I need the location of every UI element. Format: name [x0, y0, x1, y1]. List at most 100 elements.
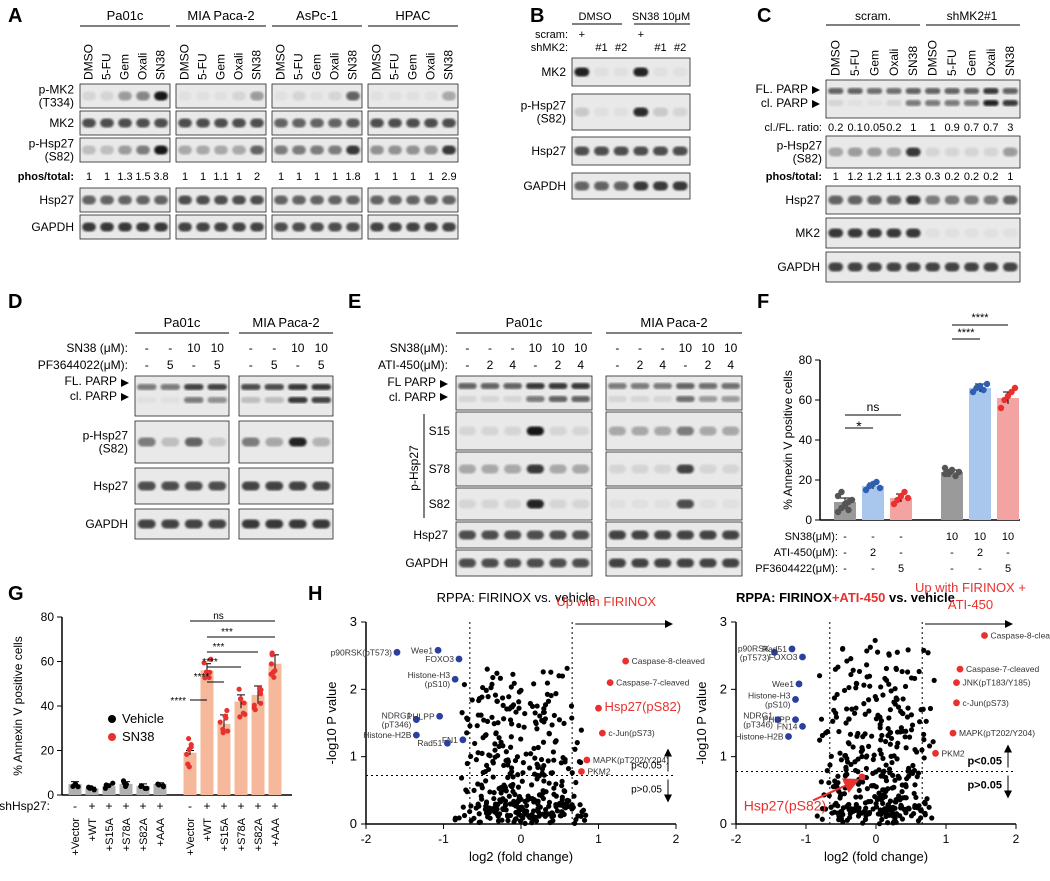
lane-header: Oxali — [136, 53, 150, 80]
data-point — [869, 783, 875, 789]
blot-band — [161, 519, 180, 529]
panel-letter-g: G — [8, 583, 24, 605]
panel-letter-c: C — [757, 5, 771, 27]
phos-ratio-value: 1 — [1007, 171, 1013, 183]
cl-ratio-value: 0.2 — [886, 122, 901, 134]
blot-band — [526, 499, 544, 509]
sh-mark: - — [73, 799, 77, 813]
blot-band — [672, 107, 688, 117]
row-label: GAPDH — [777, 260, 820, 274]
point-label-line: (pT346) — [743, 720, 773, 730]
data-point — [493, 731, 499, 737]
condition-label: SN38(μM): — [785, 531, 838, 543]
row-label: Hsp27 — [93, 479, 128, 493]
data-point — [905, 805, 912, 811]
data-point — [543, 806, 549, 813]
data-point — [864, 786, 870, 792]
data-point — [899, 789, 905, 795]
bar — [200, 670, 214, 795]
lane-header: SN38 — [906, 46, 920, 76]
data-point — [565, 766, 572, 772]
cell-line-header: Pa01c — [164, 315, 201, 330]
data-point — [487, 789, 493, 795]
blot-band — [424, 91, 438, 101]
data-point — [850, 744, 856, 750]
blot-strip — [825, 135, 1021, 169]
row-label: p-MK2 (T334) — [39, 82, 75, 109]
blot-band — [370, 91, 384, 101]
blot-band — [608, 464, 626, 474]
condition-value: 10 — [1002, 531, 1014, 543]
x-category-label: +WT — [202, 818, 214, 842]
data-point — [529, 820, 535, 826]
row-label-line: GAPDH — [31, 220, 74, 234]
data-point — [535, 744, 541, 751]
blot-strip — [134, 467, 230, 505]
blot-band — [630, 383, 650, 389]
data-point — [869, 733, 875, 739]
data-point — [883, 813, 889, 820]
data-point — [856, 668, 863, 675]
data-point — [490, 760, 496, 766]
blot-band — [1002, 147, 1018, 157]
lane-header: SN38 — [442, 50, 456, 80]
blot-strip — [367, 83, 459, 109]
labeled-point — [792, 716, 799, 724]
blot-band — [925, 88, 941, 94]
blot-band — [208, 519, 227, 529]
blot-strip — [367, 214, 459, 240]
blot-band — [232, 145, 246, 155]
blot-band — [608, 396, 627, 402]
blot-strip — [605, 521, 743, 549]
blot-band — [631, 464, 649, 474]
cl-ratio-value: 0.7 — [964, 122, 979, 134]
blot-band — [905, 262, 921, 272]
labeled-point — [622, 657, 630, 665]
legend-label-sn38: SN38 — [122, 729, 155, 744]
blot-band — [828, 195, 844, 205]
data-point — [491, 795, 497, 802]
data-point — [523, 751, 529, 757]
blot-frame — [605, 521, 743, 549]
blot-band — [828, 147, 844, 157]
data-point — [541, 709, 547, 715]
data-point — [1011, 384, 1019, 392]
data-point — [885, 725, 891, 732]
blot-band — [406, 91, 420, 101]
data-point — [924, 796, 930, 802]
blot-frame — [825, 79, 1021, 119]
lane-header: 5-FU — [292, 53, 306, 80]
blot-band — [118, 91, 132, 101]
blot-strip — [605, 549, 743, 577]
sh-label: shHsp27: — [0, 799, 50, 813]
lane-header: SN38 — [250, 50, 264, 80]
data-point — [875, 811, 881, 817]
blot-band — [572, 464, 590, 474]
condition-value: - — [272, 341, 276, 355]
condition-value: - — [249, 358, 253, 372]
point-label-line: NDRG1 — [743, 711, 773, 721]
blot-band — [676, 499, 694, 509]
panel-a-row-labels: p-MK2 (T334) MK2 p-Hsp27 (S82) Hsp27 GAPDH phos… — [18, 82, 457, 234]
blot-band — [654, 464, 672, 474]
data-point — [895, 773, 901, 779]
blot-strip — [571, 93, 691, 131]
data-point — [483, 687, 489, 694]
data-point — [832, 802, 838, 808]
data-point — [251, 705, 257, 711]
lane-header: 5-FU — [100, 53, 114, 80]
sig-label: *** — [213, 642, 225, 653]
data-point — [540, 739, 547, 745]
data-point — [547, 819, 553, 826]
data-point — [899, 668, 905, 675]
blot-strip — [134, 508, 230, 540]
blot-band — [867, 262, 882, 272]
blot-band — [288, 481, 307, 491]
blot-band — [406, 195, 420, 205]
bar — [941, 472, 963, 520]
blot-band — [137, 437, 156, 447]
data-point — [862, 800, 869, 806]
data-point — [854, 733, 860, 739]
point-label: Hsp27(pS82) — [605, 699, 682, 714]
bar — [997, 398, 1019, 520]
